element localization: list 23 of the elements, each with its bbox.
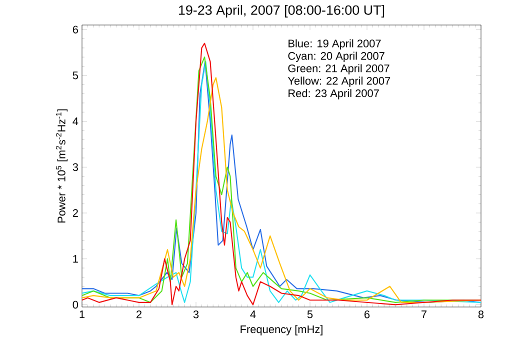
x-tick-label: 3 <box>193 310 199 318</box>
annotation: Blue: 19 April 2007 <box>288 39 381 50</box>
annotation: Red: 23 April 2007 <box>288 89 379 100</box>
x-tick-label: 2 <box>136 310 142 318</box>
y-tick-label: 4 <box>72 118 78 126</box>
annotation: Yellow: 22 April 2007 <box>288 76 390 87</box>
y-tick-label: 1 <box>73 255 78 263</box>
y-tick-label: 0 <box>72 300 78 309</box>
x-tick-label: 6 <box>364 310 370 318</box>
y-tick-label: 3 <box>72 163 78 172</box>
x-axis-title: Frequency [mHz] <box>240 325 322 336</box>
x-tick-label: 4 <box>250 310 256 318</box>
x-tick-label: 1 <box>80 310 85 318</box>
y-tick-label: 6 <box>72 26 78 34</box>
x-tick-label: 8 <box>478 310 484 318</box>
chart-title: 19-23 April, 2007 [08:00-16:00 UT] <box>178 4 384 18</box>
y-tick-label: 2 <box>72 209 78 217</box>
annotation: Green: 21 April 2007 <box>288 64 390 74</box>
text: Power * 10$^{5}$ [m$^{2}$s$^{-2}$Hz$^{-1}$] <box>56 109 68 223</box>
x-tick-label: 7 <box>422 310 426 318</box>
annotation: Cyan: 20 April 2007 <box>288 52 384 62</box>
y-tick-label: 5 <box>72 72 78 80</box>
x-tick-label: 5 <box>307 310 313 318</box>
